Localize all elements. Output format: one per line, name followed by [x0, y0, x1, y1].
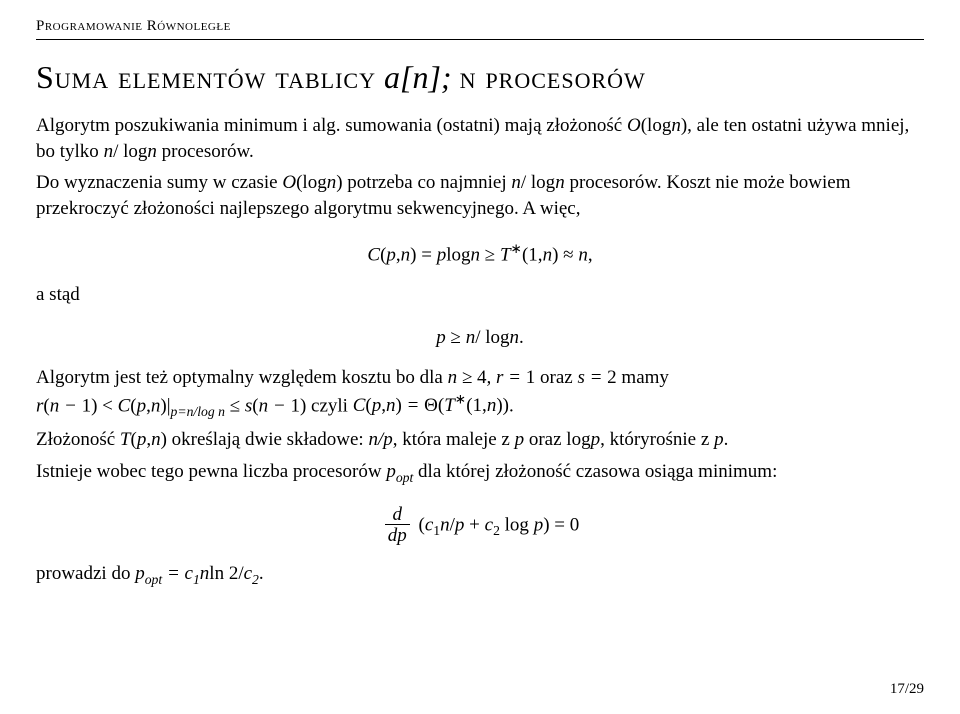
p6f: p	[515, 429, 525, 450]
p5: r(n − 1) < C(p,n)|	[36, 395, 171, 416]
paragraph-6: Złożoność T(p,n) określają dwie składowe…	[36, 427, 924, 453]
paragraph-4: Algorytm jest też optymalny względem kos…	[36, 365, 924, 421]
slide-header: Programowanie Równoległe	[36, 18, 924, 35]
p4c: mamy	[617, 367, 669, 388]
p1-text: Algorytm poszukiwania minimum i alg. sum…	[36, 115, 909, 162]
p6d: n/p	[368, 429, 392, 450]
equation-2: p ≥ n/ logn.	[36, 325, 924, 351]
paragraph-8: prowadzi do popt = c1nln 2/c2.	[36, 561, 924, 589]
p6j: p	[714, 429, 724, 450]
p5b: ≤ s(n − 1)	[230, 395, 307, 416]
paragraph-2: Do wyznaczenia sumy w czasie O(logn) pot…	[36, 170, 924, 221]
p8b: p	[135, 563, 145, 584]
p8a: prowadzi do	[36, 563, 135, 584]
p7c: dla której złożoność czasowa osiąga mini…	[413, 461, 777, 482]
slide-title: Suma elementów tablicy a[n]; n procesoró…	[36, 60, 924, 95]
p6k: .	[724, 429, 729, 450]
equation-1: C(p,n) = plogn ≥ T∗(1,n) ≈ n,	[36, 240, 924, 268]
p7b: p	[386, 461, 396, 482]
p6a: Złożoność	[36, 429, 120, 450]
p7a: Istnieje wobec tego pewna liczba proceso…	[36, 461, 386, 482]
p6h: p	[591, 429, 601, 450]
paragraph-3: a stąd	[36, 282, 924, 308]
p6i: , któryrośnie z	[600, 429, 714, 450]
p4a: Algorytm jest też optymalny względem kos…	[36, 367, 448, 388]
eq3-num: d	[385, 505, 410, 524]
p8-sub: opt	[145, 572, 162, 587]
title-math: a[n];	[376, 59, 460, 95]
p2-text: Do wyznaczenia sumy w czasie O(logn) pot…	[36, 172, 851, 219]
title-suffix: n procesorów	[460, 59, 646, 95]
paragraph-1: Algorytm poszukiwania minimum i alg. sum…	[36, 113, 924, 164]
eq3-den: dp	[385, 524, 410, 547]
page-number: 17/29	[890, 681, 924, 698]
p6c: określają dwie składowe:	[167, 429, 369, 450]
p6e: , która maleje z	[393, 429, 515, 450]
paragraph-7: Istnieje wobec tego pewna liczba proceso…	[36, 459, 924, 487]
header-rule	[36, 39, 924, 40]
p8c: = c1nln 2/c2	[162, 563, 259, 584]
title-prefix: Suma elementów tablicy	[36, 59, 376, 95]
p4b: n ≥ 4, r = 1	[448, 367, 536, 388]
p6g: oraz log	[524, 429, 590, 450]
p5-sub: p=n/log n	[171, 404, 225, 419]
p6b: T(p,n)	[120, 429, 167, 450]
p7-sub: opt	[396, 470, 413, 485]
eq3-frac: d dp	[385, 505, 410, 547]
slide-body: Algorytm poszukiwania minimum i alg. sum…	[36, 113, 924, 589]
equation-3: d dp (c1n/p + c2 log p) = 0	[36, 505, 924, 547]
